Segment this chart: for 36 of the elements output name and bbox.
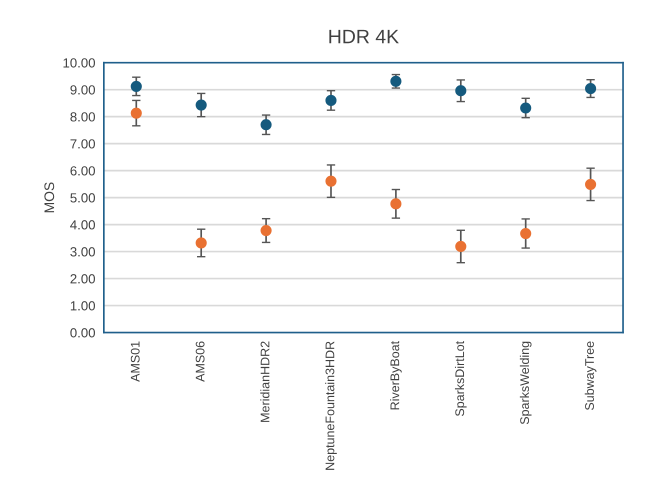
y-tick-label: 9.00 [70,85,95,95]
x-tick-label: SubwayTree [584,341,596,410]
x-tick-label: AMS06 [196,341,205,382]
point [520,228,532,240]
x-tick-label: AMS01 [130,342,140,382]
y-tick-label: 2.00 [70,274,95,284]
point [130,80,142,92]
y-tick-label: 1.00 [70,301,95,310]
point [455,240,466,252]
point [196,237,207,249]
point [325,176,337,187]
x-tick-label: MeridianHDR2 [260,342,270,422]
y-tick-label: 10.00 [64,58,95,68]
point [260,119,272,130]
point [520,102,532,114]
y-tick-label: 3.00 [70,247,95,257]
x-tick-label: NeptuneFountain3HDR [325,341,337,470]
x-tick-label: SparksDirtLot [454,341,467,416]
point [325,94,337,106]
point [130,108,142,119]
point [585,83,596,94]
point [390,198,402,210]
y-tick-label: 8.00 [70,112,95,122]
y-tick-label: 4.00 [70,220,95,230]
y-axis-title: MOS [44,182,54,212]
chart-title: HDR 4K [329,30,399,44]
x-tick-label: SparksWelding [520,342,532,424]
point [455,85,466,96]
point [585,178,596,190]
point [196,99,207,111]
y-tick-label: 7.00 [70,139,95,149]
y-tick-label: 0.00 [70,328,95,338]
y-tick-label: 6.00 [70,166,95,176]
x-tick-label: RiverByBoat [390,341,402,410]
y-tick-label: 5.00 [70,193,95,203]
point [260,224,272,236]
